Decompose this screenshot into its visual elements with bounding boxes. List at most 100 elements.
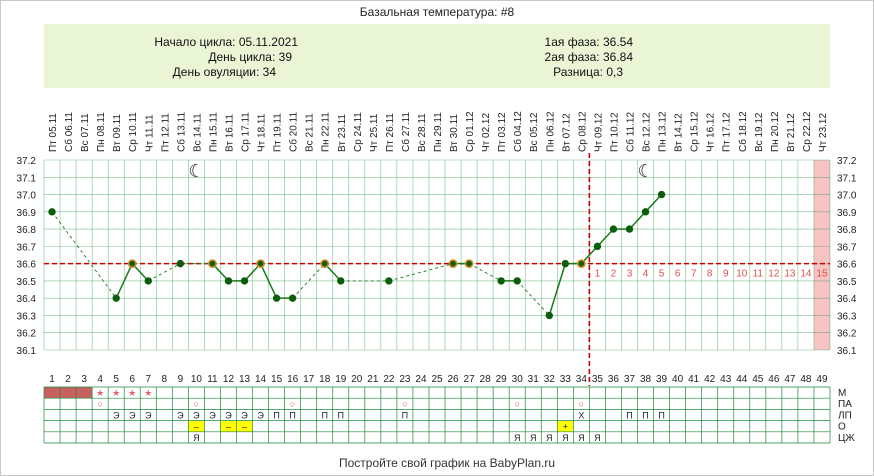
temperature-point — [448, 259, 458, 268]
temperature-line — [628, 211, 647, 230]
table-cell-mark: ○ — [579, 399, 584, 409]
table-cell-mark: П — [642, 410, 648, 420]
temperature-point — [144, 277, 152, 285]
day-number: 39 — [656, 374, 668, 385]
date-label: Пт 26.11 — [385, 113, 396, 152]
table-row-label: М — [838, 388, 846, 399]
table-cell-mark: Э — [113, 410, 120, 420]
phase2-avg: 2ая фаза: 36.84 — [545, 50, 634, 64]
date-label: Сб 04.12 — [512, 111, 524, 152]
luteal-day-number: 8 — [707, 269, 713, 280]
day-number: 36 — [608, 374, 620, 385]
day-number: 21 — [367, 374, 379, 385]
table-cell-mark: + — [563, 422, 568, 432]
table-cell-mark: – — [194, 422, 199, 432]
temperature-gap-line — [516, 280, 550, 316]
table-cell-mark: Э — [209, 410, 216, 420]
table-cell-mark: П — [338, 410, 344, 420]
table-cell-mark: Э — [225, 410, 232, 420]
date-label: Пн 06.12 — [545, 111, 556, 152]
highlight-column — [813, 160, 830, 350]
y-axis-labels: 37.2 37.2 37.1 37.1 37.0 37.0 36.9 36.9 36.8 36.8… — [17, 156, 857, 357]
day-number: 6 — [129, 374, 135, 385]
day-number: 42 — [704, 374, 716, 385]
date-label: Сб 27.11 — [400, 112, 412, 152]
day-number: 34 — [576, 374, 588, 385]
date-label: Вт 16.11 — [224, 114, 235, 152]
temperature-point — [385, 277, 393, 285]
table-row-label: ПА — [838, 399, 852, 410]
date-label: Пн 08.11 — [96, 112, 107, 152]
y-tick-right: 36.4 — [837, 294, 857, 305]
temperature-gap-line — [388, 263, 454, 282]
temperature-line — [596, 228, 614, 247]
day-number: 31 — [528, 374, 540, 385]
temperature-line — [644, 194, 663, 213]
day-number: 29 — [496, 374, 508, 385]
date-label: Чт 09.12 — [593, 113, 604, 152]
y-tick-left: 36.7 — [17, 242, 37, 253]
date-label: Сб 13.11 — [175, 112, 187, 152]
date-label: Вт 21.12 — [786, 113, 797, 152]
day-number: 48 — [800, 374, 812, 385]
phase1-avg: 1ая фаза: 36.54 — [545, 35, 634, 49]
table-cell-mark: ○ — [402, 399, 407, 409]
table-cell-mark: Я — [530, 433, 537, 443]
day-number: 46 — [768, 374, 780, 385]
table-cell-mark: П — [289, 410, 295, 420]
table-row-label: О — [838, 422, 846, 433]
luteal-day-number: 13 — [784, 269, 796, 280]
day-number: 12 — [223, 374, 235, 385]
date-label: Сб 11.12 — [624, 112, 636, 152]
date-label: Чт 02.12 — [481, 113, 492, 152]
luteal-day-number: 12 — [768, 269, 780, 280]
date-label: Пн 29.11 — [433, 112, 444, 152]
y-tick-right: 36.3 — [837, 311, 857, 322]
table-cell-mark: Э — [145, 410, 152, 420]
day-number: 14 — [255, 374, 267, 385]
table-cell-mark: П — [321, 410, 327, 420]
day-number: 15 — [271, 374, 283, 385]
table-cell-mark: ★ — [96, 388, 104, 398]
day-number: 3 — [81, 374, 87, 385]
date-label: Вс 19.12 — [754, 112, 765, 152]
day-number: 17 — [303, 374, 315, 385]
y-tick-left: 36.9 — [17, 208, 37, 219]
table-cell-mark: ★ — [144, 388, 152, 398]
temperature-gap-line — [148, 263, 181, 282]
date-label: Пн 13.12 — [658, 111, 669, 152]
temperature-point — [288, 294, 297, 302]
temperature-point — [48, 208, 56, 216]
luteal-day-number: 6 — [675, 269, 681, 280]
table-cell-mark: Х — [578, 410, 584, 420]
y-tick-right: 36.5 — [837, 277, 857, 288]
y-tick-right: 37.2 — [837, 156, 857, 167]
luteal-day-number: 3 — [627, 269, 633, 280]
day-number: 26 — [447, 374, 459, 385]
date-label: Пн 22.11 — [321, 112, 332, 152]
temperature-point — [497, 277, 505, 285]
table-menses-cell — [44, 387, 61, 399]
temperature-point — [224, 277, 233, 285]
table-cell-mark: ○ — [290, 399, 295, 409]
day-number: 49 — [816, 374, 828, 385]
date-label: Пт 05.11 — [48, 113, 59, 152]
date-label: Пт 10.12 — [609, 112, 620, 152]
footer-link[interactable]: Постройте свой график на BabyPlan.ru — [339, 456, 555, 470]
date-label: Пт 19.11 — [273, 113, 284, 152]
table-cell-mark: П — [626, 410, 632, 420]
date-label: Чт 11.11 — [144, 114, 155, 152]
date-label: Вс 14.11 — [192, 113, 203, 152]
day-number: 24 — [415, 374, 427, 385]
cycle-start: Начало цикла: 05.11.2021 — [154, 35, 298, 49]
day-number: 2 — [65, 374, 71, 385]
day-number: 20 — [351, 374, 363, 385]
table-cell-mark: Я — [514, 433, 521, 443]
table-cell-mark: П — [402, 410, 408, 420]
day-number: 35 — [592, 374, 604, 385]
table-cell-mark: Я — [193, 433, 200, 443]
date-label: Сб 18.12 — [737, 111, 749, 152]
day-number: 7 — [145, 374, 151, 385]
date-label: Чт 18.11 — [257, 113, 268, 152]
